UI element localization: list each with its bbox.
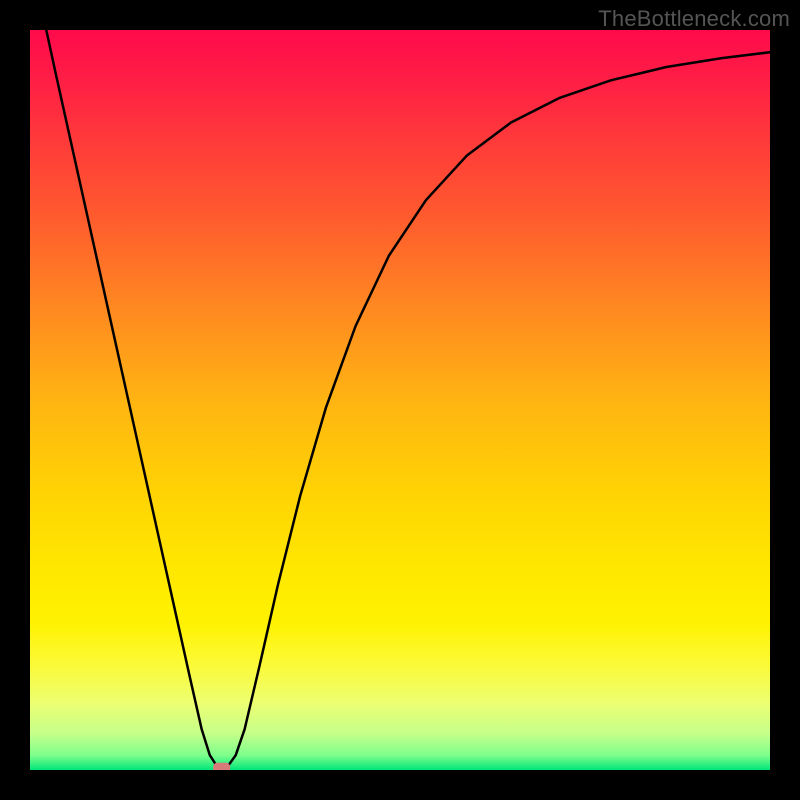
- gradient-background: [30, 30, 770, 770]
- plot-area: [30, 30, 770, 770]
- chart-frame: TheBottleneck.com: [0, 0, 800, 800]
- watermark-text: TheBottleneck.com: [598, 6, 790, 32]
- plot-svg: [30, 30, 770, 770]
- optimum-marker: [213, 763, 230, 770]
